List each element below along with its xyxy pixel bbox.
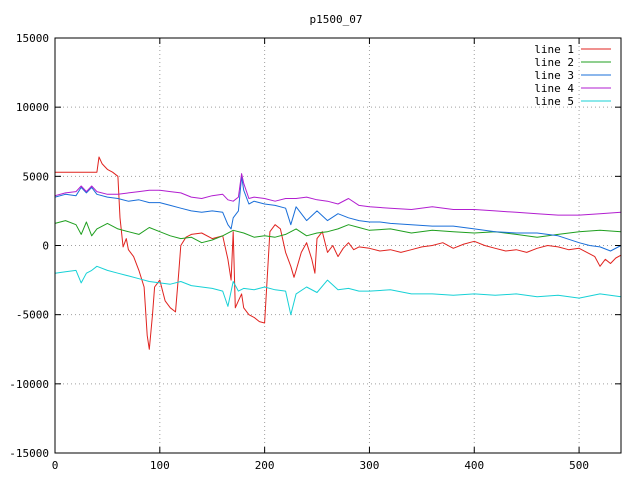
legend-label-5: line 5	[534, 95, 574, 108]
series-line-2	[54, 220, 622, 244]
x-tick-label: 300	[360, 459, 380, 472]
legend-label-4: line 4	[534, 82, 574, 95]
x-tick-label: 500	[569, 459, 589, 472]
y-tick-label: -5000	[16, 309, 49, 322]
y-tick-label: 10000	[16, 101, 49, 114]
series-lines	[54, 156, 622, 350]
y-tick-label: 15000	[16, 32, 49, 45]
series-line-5	[54, 265, 622, 316]
series-line-3	[54, 175, 622, 252]
series-line-4	[54, 173, 622, 216]
x-tick-label: 400	[464, 459, 484, 472]
chart-title: p1500_07	[310, 13, 363, 26]
series-line-1	[55, 156, 622, 350]
legend-label-2: line 2	[534, 56, 574, 69]
x-tick-label: 0	[52, 459, 59, 472]
x-tick-label: 100	[150, 459, 170, 472]
y-tick-label: 5000	[23, 170, 50, 183]
legend-label-1: line 1	[534, 43, 574, 56]
legend-label-3: line 3	[534, 69, 574, 82]
y-tick-label: 0	[42, 240, 49, 253]
y-tick-label: -15000	[9, 447, 49, 460]
y-tick-label: -10000	[9, 378, 49, 391]
x-tick-label: 200	[255, 459, 275, 472]
axis-ticks: 0 100 200 300 400 500 -15000 -10000 -5000 0 5000 10…	[9, 32, 621, 472]
